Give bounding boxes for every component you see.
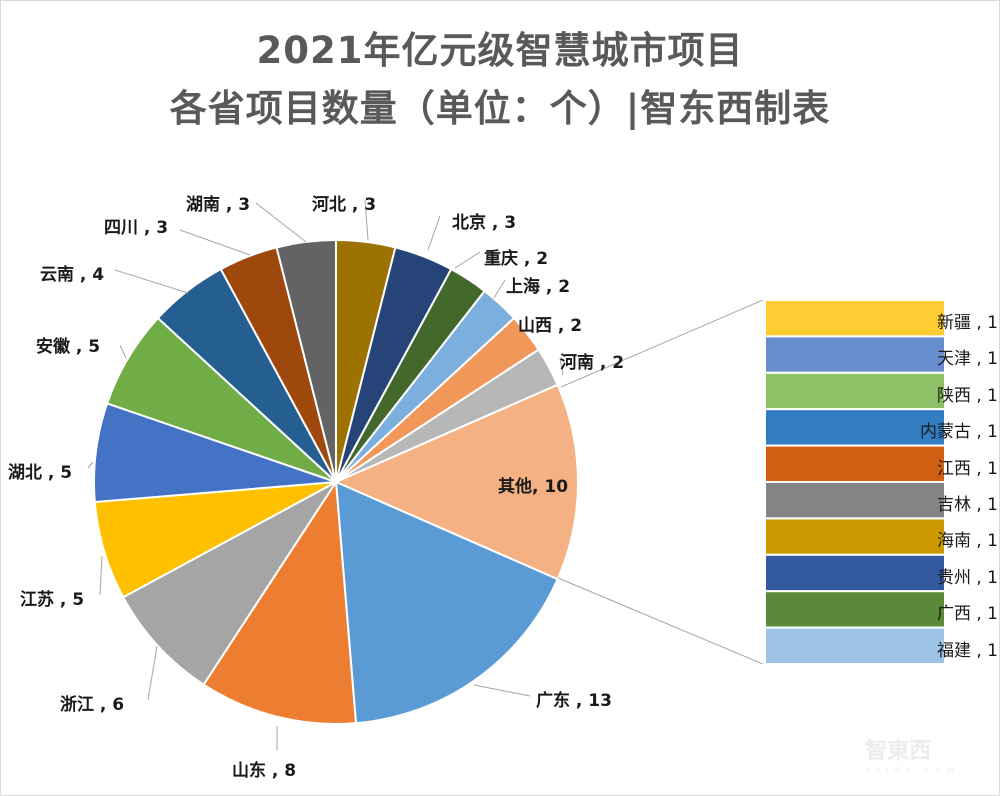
- bar-label-广西: 广西 , 1: [936, 604, 998, 625]
- bar-label-新疆: 新疆 , 1: [936, 313, 998, 333]
- data-label-河南: 河南 , 2: [560, 353, 625, 373]
- bar-segment-陕西: [764, 371, 946, 411]
- watermark-url: zhidx.com: [865, 765, 960, 774]
- bar-label-海南: 海南 , 1: [936, 531, 998, 552]
- leader-line: [147, 645, 158, 701]
- pie-slice-广东: [334, 480, 559, 725]
- pie-slice-山东: [202, 479, 358, 725]
- leader-line: [493, 279, 506, 299]
- bar-segment-天津: [764, 335, 946, 374]
- chart-title-line1: 2021年亿元级智慧城市项目: [256, 29, 744, 72]
- bar-label-内蒙古: 内蒙古 , 1: [919, 422, 998, 443]
- bar-label-江西: 江西 , 1: [936, 458, 998, 479]
- leader-line: [364, 199, 369, 241]
- data-label-四川: 四川 , 3: [104, 218, 169, 238]
- leader-line: [114, 269, 189, 294]
- bar-label-贵州: 贵州 , 1: [936, 567, 998, 588]
- data-label-重庆: 重庆 , 2: [484, 249, 549, 269]
- watermark-logo: 智東西: [865, 739, 932, 764]
- bar-label-吉林: 吉林 , 1: [936, 495, 998, 515]
- data-label-云南: 云南 , 4: [40, 265, 105, 285]
- bar-segment-江西: [764, 444, 946, 484]
- bar-segment-吉林: [764, 481, 946, 520]
- pie-slice-其他: [333, 383, 579, 581]
- bar-segment-福建: [764, 626, 946, 665]
- bar-label-福建: 福建 , 1: [936, 640, 998, 661]
- leader-line: [559, 357, 564, 376]
- leader-line: [99, 555, 103, 596]
- data-label-山东: 山东 , 8: [232, 761, 297, 781]
- bar-segment-新疆: [764, 299, 946, 338]
- data-label-江苏: 江苏 , 5: [20, 590, 85, 610]
- bar-label-陕西: 陕西 , 1: [936, 385, 998, 406]
- data-label-广东: 广东 , 13: [536, 691, 612, 711]
- data-label-其他: 其他, 10: [498, 477, 569, 497]
- data-label-上海: 上海 , 2: [506, 277, 571, 297]
- data-label-浙江: 浙江 , 6: [60, 695, 125, 715]
- leader-line: [454, 251, 481, 269]
- data-label-北京: 北京 , 3: [452, 213, 517, 233]
- leader-line: [427, 215, 441, 251]
- leader-line: [255, 202, 307, 243]
- chart-title-line2: 各省项目数量（单位：个）|智东西制表: [169, 87, 831, 130]
- data-label-安徽: 安徽 , 5: [36, 337, 101, 357]
- data-label-山西: 山西 , 2: [518, 316, 583, 336]
- bar-segment-贵州: [764, 553, 946, 593]
- pie-slice-湖南: [275, 238, 337, 483]
- leader-line: [119, 344, 127, 359]
- leader-line: [179, 229, 251, 256]
- bar-segment-广西: [764, 590, 946, 629]
- bar-of-pie-connector: [557, 577, 764, 665]
- data-label-湖北: 湖北 , 5: [8, 463, 73, 483]
- bar-segment-海南: [764, 517, 946, 556]
- zhidx-logo-watermark: 智東西 zhidx.com: [865, 733, 960, 774]
- leader-line: [473, 684, 531, 697]
- bar-label-天津: 天津 , 1: [936, 349, 998, 370]
- data-label-湖南: 湖南 , 3: [186, 195, 251, 215]
- bar-segment-内蒙古: [764, 408, 946, 447]
- leader-line: [87, 461, 94, 469]
- data-label-河北: 河北 , 3: [312, 195, 377, 215]
- pie-slice-浙江: [121, 481, 337, 686]
- bar-of-pie-connector: [560, 299, 764, 388]
